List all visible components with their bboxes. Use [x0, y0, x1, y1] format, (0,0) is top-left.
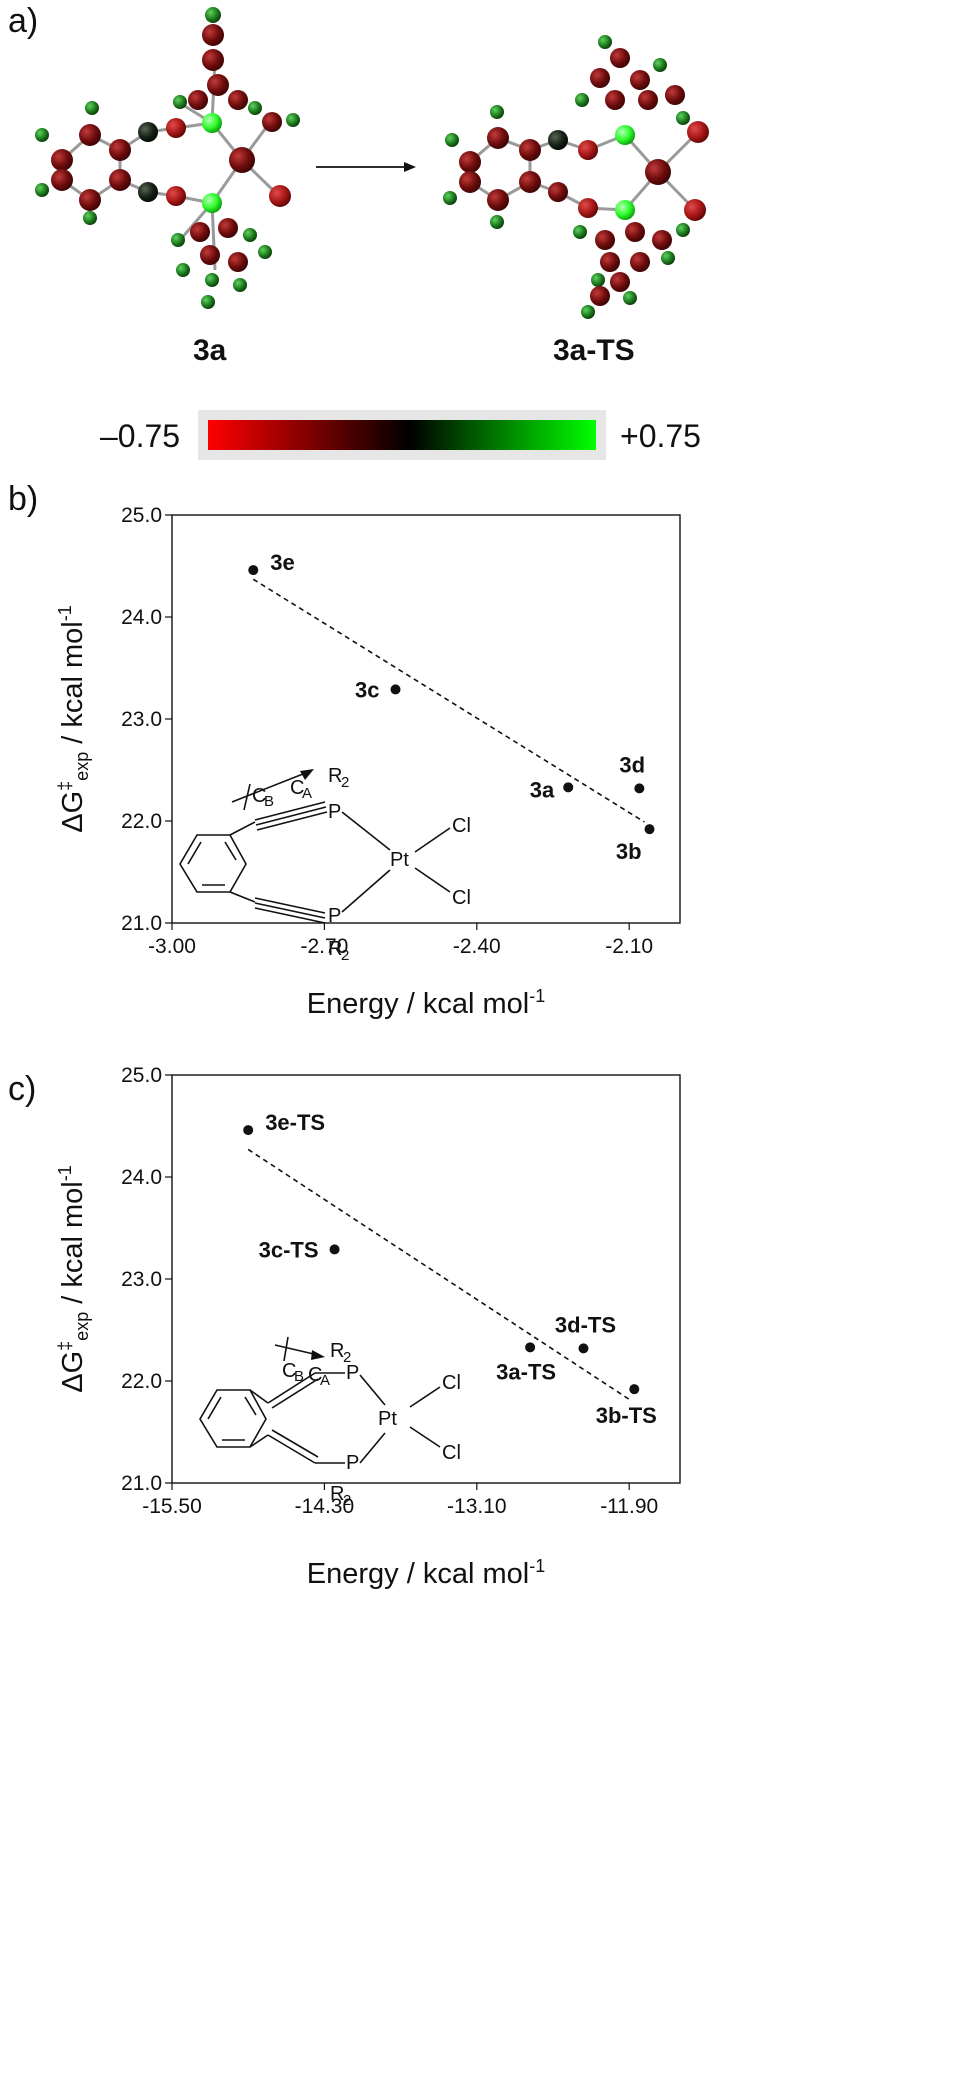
molecule-diagrams: [35, 7, 709, 319]
point-label-3c: 3c: [355, 677, 379, 702]
ca-label: C: [290, 777, 304, 799]
y-tick-label: 25.0: [121, 1064, 162, 1087]
x-tick-label: -2.70: [300, 935, 348, 958]
molecule-label-3a: 3a: [193, 334, 227, 367]
atoms-3a: [35, 7, 300, 309]
panel-b-label: b): [8, 480, 39, 518]
r2-label-bottom: R: [328, 938, 342, 960]
data-point-3c: [390, 684, 401, 695]
colorbar-frame: [198, 410, 606, 460]
y-tick-label: 23.0: [121, 708, 162, 731]
trendline: [247, 1148, 630, 1401]
point-label-3b-TS: 3b-TS: [596, 1403, 657, 1428]
cb-sub: B: [264, 793, 274, 810]
x-tick-label: -3.00: [148, 935, 196, 958]
point-label-3a-TS: 3a-TS: [496, 1359, 556, 1384]
cb-label: C: [252, 785, 266, 807]
data-point-3b: [644, 824, 655, 835]
cb-label: C: [282, 1360, 296, 1382]
x-axis-title: Energy / kcal mol-1: [307, 1556, 545, 1590]
data-point-3d: [634, 783, 645, 794]
colorbar-gradient: [208, 420, 596, 450]
p-label-top: P: [346, 1362, 359, 1384]
x-tick-label: -11.90: [600, 1495, 658, 1518]
atoms-3a-ts: [443, 35, 709, 319]
pt-label: Pt: [390, 849, 409, 871]
y-tick-label: 21.0: [121, 912, 162, 935]
colorbar-max-label: +0.75: [620, 418, 701, 454]
point-label-3e: 3e: [270, 550, 294, 575]
cl-label-bottom: Cl: [452, 887, 471, 909]
y-axis-title: ΔG‡exp / kcal mol-1: [55, 605, 92, 833]
panel-c-label: c): [8, 1070, 37, 1108]
p-label-top: P: [328, 801, 341, 823]
ca-sub: A: [320, 1372, 330, 1389]
p-label-bottom: P: [346, 1452, 359, 1474]
trendline: [252, 578, 645, 823]
y-tick-label: 21.0: [121, 1472, 162, 1495]
y-tick-label: 25.0: [121, 504, 162, 527]
p-label-bottom: P: [328, 905, 341, 927]
data-point-3b-TS: [629, 1384, 640, 1395]
data-point-3a: [563, 782, 574, 793]
r2-label-top: R: [328, 765, 342, 787]
chart-b: 21.0 22.0 23.0 24.0 25.0 -3.00 -2.70 -2.40 -2.10…: [55, 504, 681, 1020]
cb-sub: B: [294, 1368, 304, 1385]
data-point-3e: [248, 565, 259, 576]
molecule-label-3a-ts: 3a-TS: [553, 334, 635, 367]
r2-sub-top: 2: [341, 774, 349, 791]
data-point-3d-TS: [578, 1343, 589, 1354]
point-label-3d-TS: 3d-TS: [555, 1312, 616, 1337]
data-point-3a-TS: [525, 1342, 536, 1353]
pt-label: Pt: [378, 1408, 397, 1430]
r2-label-bottom: R: [330, 1483, 344, 1505]
r2-sub-bottom: 2: [341, 947, 349, 964]
ca-sub: A: [302, 785, 312, 802]
y-tick-label: 24.0: [121, 1166, 162, 1189]
plot-frame: [171, 514, 681, 924]
y-tick-label: 24.0: [121, 606, 162, 629]
cl-label-bottom: Cl: [442, 1442, 461, 1464]
cl-label-top: Cl: [442, 1372, 461, 1394]
y-tick-label: 22.0: [121, 1370, 162, 1393]
y-tick-label: 23.0: [121, 1268, 162, 1291]
x-tick-label: -2.10: [605, 935, 653, 958]
point-label-3b: 3b: [616, 839, 642, 864]
data-point-3c-TS: [329, 1244, 340, 1255]
y-axis-title: ΔG‡exp / kcal mol-1: [55, 1165, 92, 1393]
data-point-3e-TS: [243, 1125, 254, 1136]
x-tick-label: -2.40: [453, 935, 501, 958]
r2-sub-bottom: 2: [343, 1492, 351, 1509]
ca-label: C: [308, 1364, 322, 1386]
x-axis-title: Energy / kcal mol-1: [307, 986, 545, 1020]
cl-label-top: Cl: [452, 815, 471, 837]
r2-sub-top: 2: [343, 1349, 351, 1366]
point-label-3c-TS: 3c-TS: [259, 1237, 319, 1262]
x-tick-label: -14.30: [295, 1495, 355, 1518]
r2-label-top: R: [330, 1340, 344, 1362]
y-tick-label: 22.0: [121, 810, 162, 833]
x-tick-label: -15.50: [142, 1495, 202, 1518]
point-label-3e-TS: 3e-TS: [265, 1110, 325, 1135]
x-tick-label: -13.10: [447, 1495, 507, 1518]
right-arrow-icon: [316, 162, 416, 172]
point-label-3d: 3d: [619, 752, 645, 777]
panel-a-label: a): [8, 2, 39, 40]
point-label-3a: 3a: [530, 777, 555, 802]
chart-c: 21.0 22.0 23.0 24.0 25.0 -15.50 -14.30 -13.10 -1…: [55, 1064, 681, 1590]
colorbar-min-label: –0.75: [100, 418, 181, 454]
